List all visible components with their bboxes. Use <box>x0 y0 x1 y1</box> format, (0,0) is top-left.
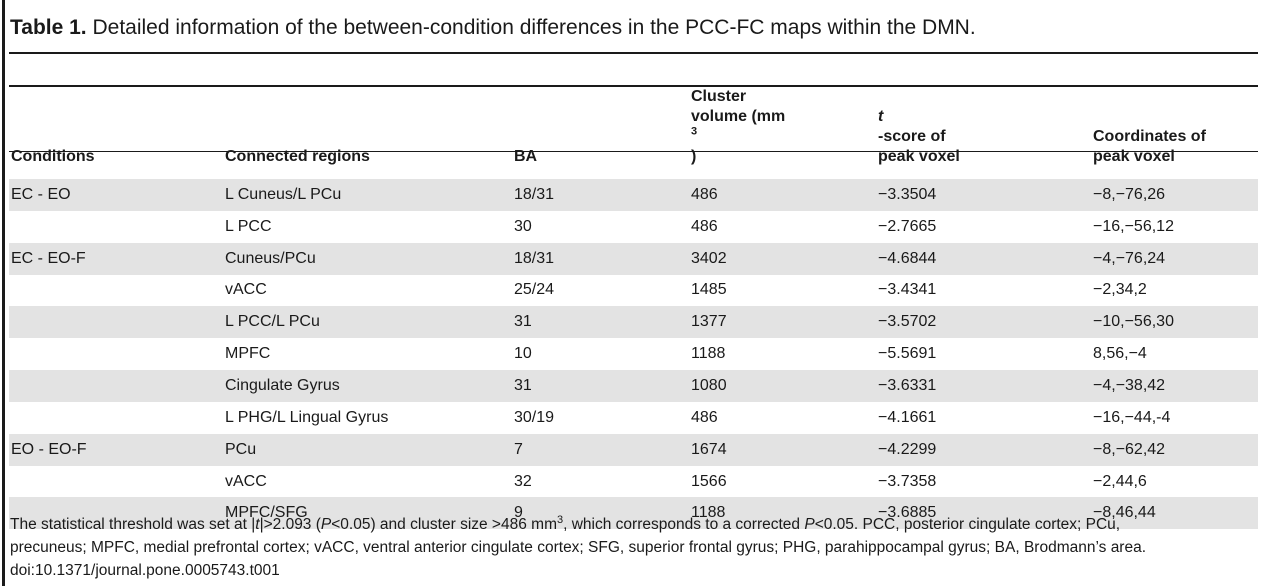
cell-condition <box>9 402 225 434</box>
cell-region: vACC <box>225 281 267 299</box>
footnote-line-2: precuneus; MPFC, medial prefrontal corte… <box>10 539 1147 556</box>
table-body: EC - EO L Cuneus/L PCu 18/31 486 −3.3504 −8,−… <box>9 179 1258 530</box>
table-row: EC - EO L Cuneus/L PCu 18/31 486 −3.3504 −8,−… <box>9 179 1258 211</box>
cell-t-score: −3.3504 <box>878 179 1093 211</box>
table-row: EC - EO-F Cuneus/PCu 18/31 3402 −4.6844 −4,−7… <box>9 242 1258 275</box>
table-row: EO - EO-F PCu 7 1674 −4.2299 −8,−62,42 <box>9 433 1258 466</box>
cell-condition <box>9 211 225 243</box>
cell-ba: 10 <box>514 345 532 363</box>
cell-ba: 31 <box>514 370 691 402</box>
header-t-score: t -score of peak voxel <box>878 108 960 165</box>
left-border-rule <box>2 0 5 586</box>
cell-t-score: −2.7665 <box>878 217 937 235</box>
cell-region: L PCC <box>225 217 272 235</box>
cell-coordinates: −2,44,6 <box>1093 472 1147 490</box>
cell-volume: 3402 <box>691 242 878 275</box>
cell-coordinates: −8,−62,42 <box>1093 433 1258 466</box>
cell-region: vACC <box>225 472 267 490</box>
cell-t-score: −3.4341 <box>878 281 937 299</box>
cell-t-score: −4.1661 <box>878 408 937 426</box>
doi-line: doi:10.1371/journal.pone.0005743.t001 <box>10 562 280 579</box>
cell-ba: 18/31 <box>514 242 691 275</box>
caption-rule <box>9 52 1258 54</box>
header-cluster-volume: Cluster volume (mm 3) <box>691 88 786 165</box>
cell-volume: 1080 <box>691 370 878 402</box>
cell-volume: 1188 <box>691 497 878 530</box>
table-row: MPFC 10 1188 −5.5691 8,56,−4 <box>9 338 1258 370</box>
table-row: L PCC/L PCu 31 1377 −3.5702 −10,−56,30 <box>9 306 1258 339</box>
cell-coordinates: −8,46,44 <box>1093 497 1258 530</box>
cell-ba: 31 <box>514 306 691 339</box>
header-row: Conditions Connected regions BA Cluster … <box>9 87 1258 179</box>
cell-coordinates: −10,−56,30 <box>1093 306 1258 339</box>
cell-t-score: −3.5702 <box>878 306 1093 339</box>
cell-condition <box>9 466 225 498</box>
cell-region: Cuneus/PCu <box>225 242 514 275</box>
results-table: Conditions Connected regions BA Cluster … <box>9 87 1258 530</box>
cell-ba: 18/31 <box>514 179 691 211</box>
cell-volume: 486 <box>691 408 718 426</box>
cell-condition: EO - EO-F <box>9 433 225 466</box>
cell-condition <box>9 338 225 370</box>
cell-volume: 486 <box>691 217 718 235</box>
footnote-line-1: The statistical threshold was set at |t|… <box>10 513 1121 533</box>
cell-coordinates: −8,−76,26 <box>1093 179 1258 211</box>
table-row: L PHG/L Lingual Gyrus 30/19 486 −4.1661 −16,… <box>9 402 1258 434</box>
caption-text: Detailed information of the between-cond… <box>92 16 976 39</box>
cell-t-score: −5.5691 <box>878 345 937 363</box>
header-coordinates: Coordinates of peak voxel <box>1093 128 1206 165</box>
cell-volume: 1188 <box>691 345 726 363</box>
header-connected-regions: Connected regions <box>225 148 370 165</box>
table-top-rule <box>9 85 1258 87</box>
cell-region: MPFC <box>225 345 271 363</box>
cell-condition: EC - EO <box>9 179 225 211</box>
table-label: Table 1. <box>10 16 87 39</box>
cell-volume: 1674 <box>691 433 878 466</box>
cell-t-score: −3.6885 <box>878 497 1093 530</box>
table-footnote: The statistical threshold was set at |t|… <box>10 513 1260 582</box>
cell-region: L PHG/L Lingual Gyrus <box>225 408 389 426</box>
cell-coordinates: −4,−76,24 <box>1093 242 1258 275</box>
cell-t-score: −4.2299 <box>878 433 1093 466</box>
cell-region: PCu <box>225 433 514 466</box>
cell-t-score: −4.6844 <box>878 242 1093 275</box>
cell-condition <box>9 275 225 307</box>
cell-ba: 30/19 <box>514 408 555 426</box>
header-conditions: Conditions <box>11 148 95 165</box>
cell-coordinates: −2,34,2 <box>1093 281 1147 299</box>
cell-ba: 7 <box>514 433 691 466</box>
cell-coordinates: 8,56,−4 <box>1093 345 1147 363</box>
cell-coordinates: −4,−38,42 <box>1093 370 1258 402</box>
cell-volume: 1377 <box>691 306 878 339</box>
cell-ba: 32 <box>514 472 532 490</box>
table-row: vACC 25/24 1485 −3.4341 −2,34,2 <box>9 275 1258 307</box>
table-row: MPFC/SFG 9 1188 −3.6885 −8,46,44 <box>9 497 1258 530</box>
cell-region: L Cuneus/L PCu <box>225 179 514 211</box>
header-ba: BA <box>514 148 538 165</box>
cell-volume: 1485 <box>691 281 727 299</box>
cell-condition: EC - EO-F <box>9 242 225 275</box>
cell-volume: 486 <box>691 179 878 211</box>
header-bottom-rule <box>9 151 1258 152</box>
table-row: L PCC 30 486 −2.7665 −16,−56,12 <box>9 211 1258 243</box>
cell-t-score: −3.7358 <box>878 472 937 490</box>
cell-coordinates: −16,−44,-4 <box>1093 408 1171 426</box>
cell-volume: 1566 <box>691 472 727 490</box>
cell-ba: 25/24 <box>514 281 555 299</box>
cell-condition <box>9 306 225 339</box>
cell-region: L PCC/L PCu <box>225 306 514 339</box>
cell-ba: 30 <box>514 217 532 235</box>
cell-condition <box>9 497 225 530</box>
cell-coordinates: −16,−56,12 <box>1093 217 1174 235</box>
table-row: vACC 32 1566 −3.7358 −2,44,6 <box>9 466 1258 498</box>
cell-t-score: −3.6331 <box>878 370 1093 402</box>
table-row: Cingulate Gyrus 31 1080 −3.6331 −4,−38,42 <box>9 370 1258 402</box>
cell-ba: 9 <box>514 497 691 530</box>
cell-region: MPFC/SFG <box>225 497 514 530</box>
table-caption: Table 1. Detailed information of the bet… <box>10 14 976 42</box>
cell-region: Cingulate Gyrus <box>225 370 514 402</box>
cell-condition <box>9 370 225 402</box>
